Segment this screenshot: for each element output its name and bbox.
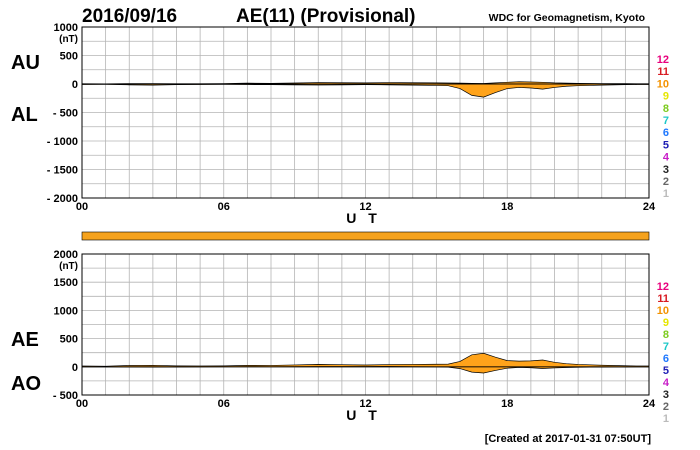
station-count-label: 4 [663,152,670,164]
y-tick-label: - 500 [53,390,78,402]
station-count-label: 12 [657,54,669,66]
y-tick-label: 0 [72,362,78,374]
x-tick-label: 06 [218,201,230,213]
station-count-label: 5 [663,365,669,377]
y-tick-label: 1500 [54,277,78,289]
station-count-label: 1 [663,413,669,425]
station-count-label: 8 [663,103,669,115]
station-count-label: 12 [657,281,669,293]
station-count-label: 9 [663,317,669,329]
plot-frame [81,26,650,199]
y-tick-label: - 2000 [47,193,78,205]
y-tick-label: - 500 [53,108,78,120]
y-tick-label: 2000 [54,249,78,261]
x-tick-label: 24 [643,398,656,410]
series-label-au: AU [11,52,40,74]
station-count-label: 10 [657,305,669,317]
station-count-label: 6 [663,127,669,139]
station-count-label: 1 [663,188,669,200]
station-count-label: 2 [663,401,669,413]
y-tick-label: - 1000 [47,136,78,148]
x-axis-label: U T [346,210,381,226]
x-tick-label: 18 [501,398,513,410]
y-tick-label: - 1500 [47,165,78,177]
x-tick-label: 12 [359,398,371,410]
y-tick-label: 500 [60,334,78,346]
series-label-ao: AO [11,373,41,395]
x-tick-label: 06 [218,398,230,410]
station-count-label: 7 [663,115,669,127]
series-area-ae [81,352,650,368]
x-tick-label: 18 [501,201,513,213]
station-count-label: 4 [663,377,670,389]
x-axis-label: U T [346,407,381,423]
created-timestamp: [Created at 2017-01-31 07:50UT] [485,433,652,445]
plot-frame [81,253,650,396]
x-tick-label: 12 [359,201,371,213]
station-count-label: 2 [663,176,669,188]
au-al-panel: 1000 500 0 - 500 - 1000 - 1500 - 2000 (nT) 00 06 1… [11,22,670,226]
plot-title: AE(11) (Provisional) [236,6,416,27]
y-tick-label: 500 [60,51,78,63]
y-unit-label: (nT) [59,261,78,272]
y-tick-label: 1000 [54,22,78,34]
separator-bar [81,231,650,241]
station-count-label: 6 [663,353,669,365]
series-label-al: AL [11,104,38,126]
y-tick-label: 1000 [54,305,78,317]
station-count-label: 11 [657,66,669,78]
station-count-label: 9 [663,91,669,103]
station-count-label: 7 [663,341,669,353]
y-tick-label: 0 [72,79,78,91]
y-unit-label: (nT) [59,34,78,45]
x-tick-label: 00 [76,398,88,410]
station-count-label: 5 [663,139,669,151]
station-count-label: 11 [657,293,669,305]
x-tick-label: 00 [76,201,88,213]
plot-date: 2016/09/16 [82,6,177,27]
station-count-label: 3 [663,164,669,176]
station-count-label: 8 [663,329,669,341]
x-tick-label: 24 [643,201,656,213]
station-count-label: 3 [663,389,669,401]
series-area-al [81,83,650,98]
data-source: WDC for Geomagnetism, Kyoto [489,12,645,24]
series-label-ae: AE [11,329,39,351]
station-count-label: 10 [657,78,669,90]
